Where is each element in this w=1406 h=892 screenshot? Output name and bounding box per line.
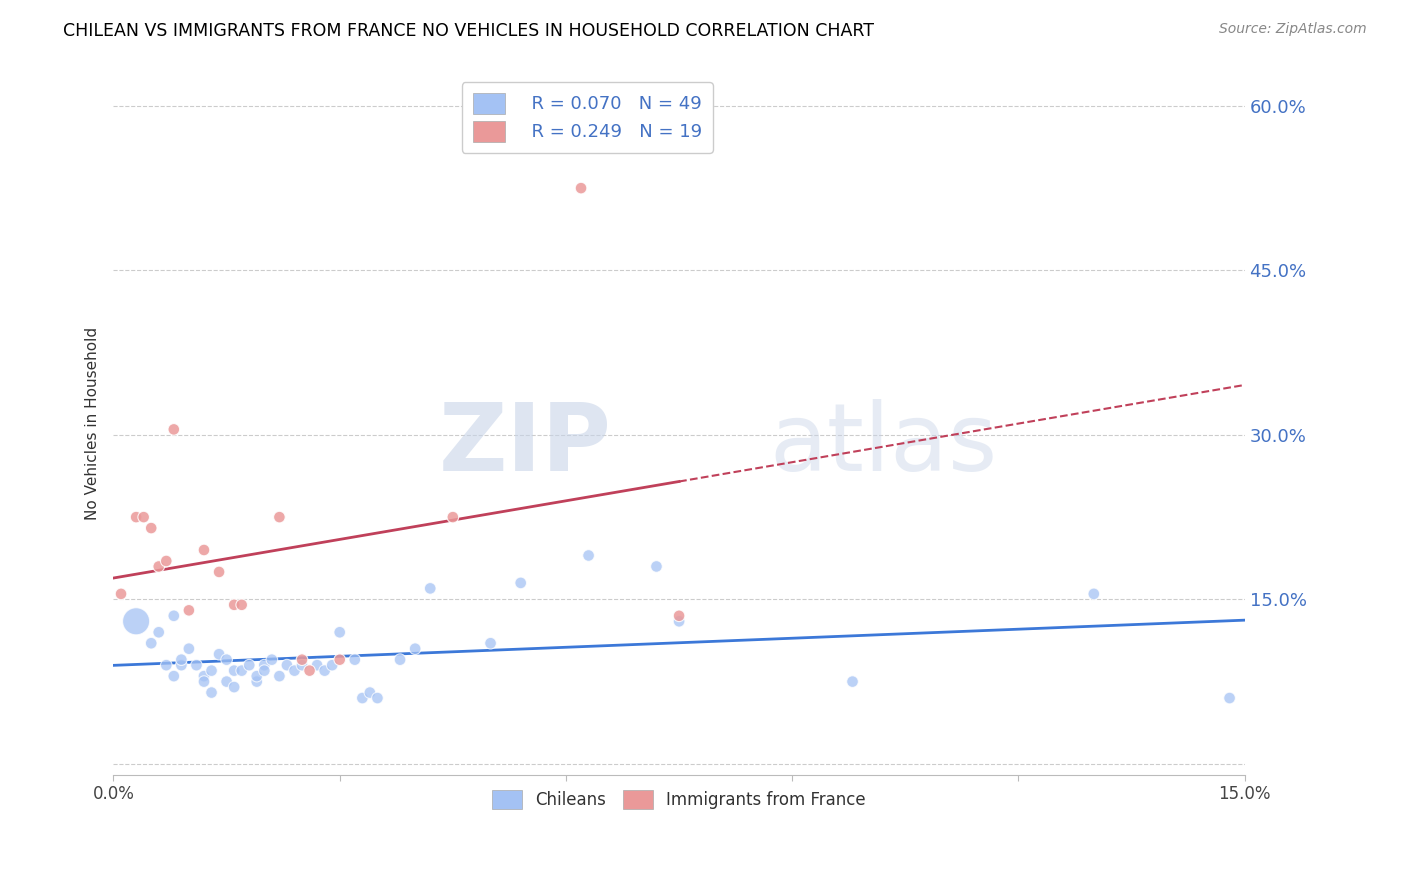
Point bbox=[231, 664, 253, 678]
Point bbox=[578, 549, 600, 563]
Point bbox=[177, 641, 200, 656]
Point bbox=[343, 653, 366, 667]
Point bbox=[276, 658, 298, 673]
Point bbox=[509, 575, 531, 590]
Point bbox=[110, 587, 132, 601]
Point bbox=[238, 658, 260, 673]
Point bbox=[215, 653, 238, 667]
Point bbox=[208, 647, 231, 661]
Point bbox=[269, 510, 291, 524]
Text: CHILEAN VS IMMIGRANTS FROM FRANCE NO VEHICLES IN HOUSEHOLD CORRELATION CHART: CHILEAN VS IMMIGRANTS FROM FRANCE NO VEH… bbox=[63, 22, 875, 40]
Point bbox=[329, 625, 352, 640]
Point bbox=[1083, 587, 1105, 601]
Point bbox=[163, 669, 186, 683]
Point bbox=[841, 674, 863, 689]
Point bbox=[132, 510, 155, 524]
Point bbox=[246, 674, 269, 689]
Point bbox=[141, 521, 163, 535]
Text: ZIP: ZIP bbox=[439, 399, 612, 491]
Point bbox=[441, 510, 464, 524]
Point bbox=[200, 664, 222, 678]
Point bbox=[389, 653, 412, 667]
Point bbox=[479, 636, 502, 650]
Point bbox=[200, 685, 222, 699]
Point bbox=[645, 559, 668, 574]
Point bbox=[291, 658, 314, 673]
Point bbox=[366, 691, 388, 706]
Text: Source: ZipAtlas.com: Source: ZipAtlas.com bbox=[1219, 22, 1367, 37]
Point bbox=[314, 664, 336, 678]
Point bbox=[163, 608, 186, 623]
Point bbox=[298, 664, 321, 678]
Point bbox=[224, 680, 246, 694]
Point bbox=[283, 664, 305, 678]
Point bbox=[419, 582, 441, 596]
Point bbox=[148, 559, 170, 574]
Point bbox=[177, 603, 200, 617]
Point bbox=[569, 181, 592, 195]
Point bbox=[269, 669, 291, 683]
Point bbox=[668, 608, 690, 623]
Point bbox=[224, 598, 246, 612]
Point bbox=[155, 658, 177, 673]
Point bbox=[359, 685, 381, 699]
Point bbox=[193, 674, 215, 689]
Point bbox=[170, 658, 193, 673]
Point bbox=[329, 653, 352, 667]
Y-axis label: No Vehicles in Household: No Vehicles in Household bbox=[86, 327, 100, 520]
Point bbox=[260, 653, 283, 667]
Point bbox=[246, 669, 269, 683]
Point bbox=[404, 641, 426, 656]
Point bbox=[125, 510, 148, 524]
Point bbox=[307, 658, 329, 673]
Point bbox=[186, 658, 208, 673]
Point bbox=[253, 658, 276, 673]
Point bbox=[321, 658, 343, 673]
Point bbox=[352, 691, 374, 706]
Point bbox=[193, 669, 215, 683]
Point bbox=[224, 664, 246, 678]
Text: atlas: atlas bbox=[769, 399, 998, 491]
Point bbox=[215, 674, 238, 689]
Point bbox=[141, 636, 163, 650]
Legend: Chileans, Immigrants from France: Chileans, Immigrants from France bbox=[485, 783, 873, 815]
Point bbox=[148, 625, 170, 640]
Point bbox=[253, 664, 276, 678]
Point bbox=[163, 422, 186, 436]
Point bbox=[193, 543, 215, 558]
Point bbox=[1219, 691, 1241, 706]
Point bbox=[125, 615, 148, 629]
Point bbox=[291, 653, 314, 667]
Point bbox=[668, 615, 690, 629]
Point bbox=[170, 653, 193, 667]
Point bbox=[231, 598, 253, 612]
Point bbox=[208, 565, 231, 579]
Point bbox=[155, 554, 177, 568]
